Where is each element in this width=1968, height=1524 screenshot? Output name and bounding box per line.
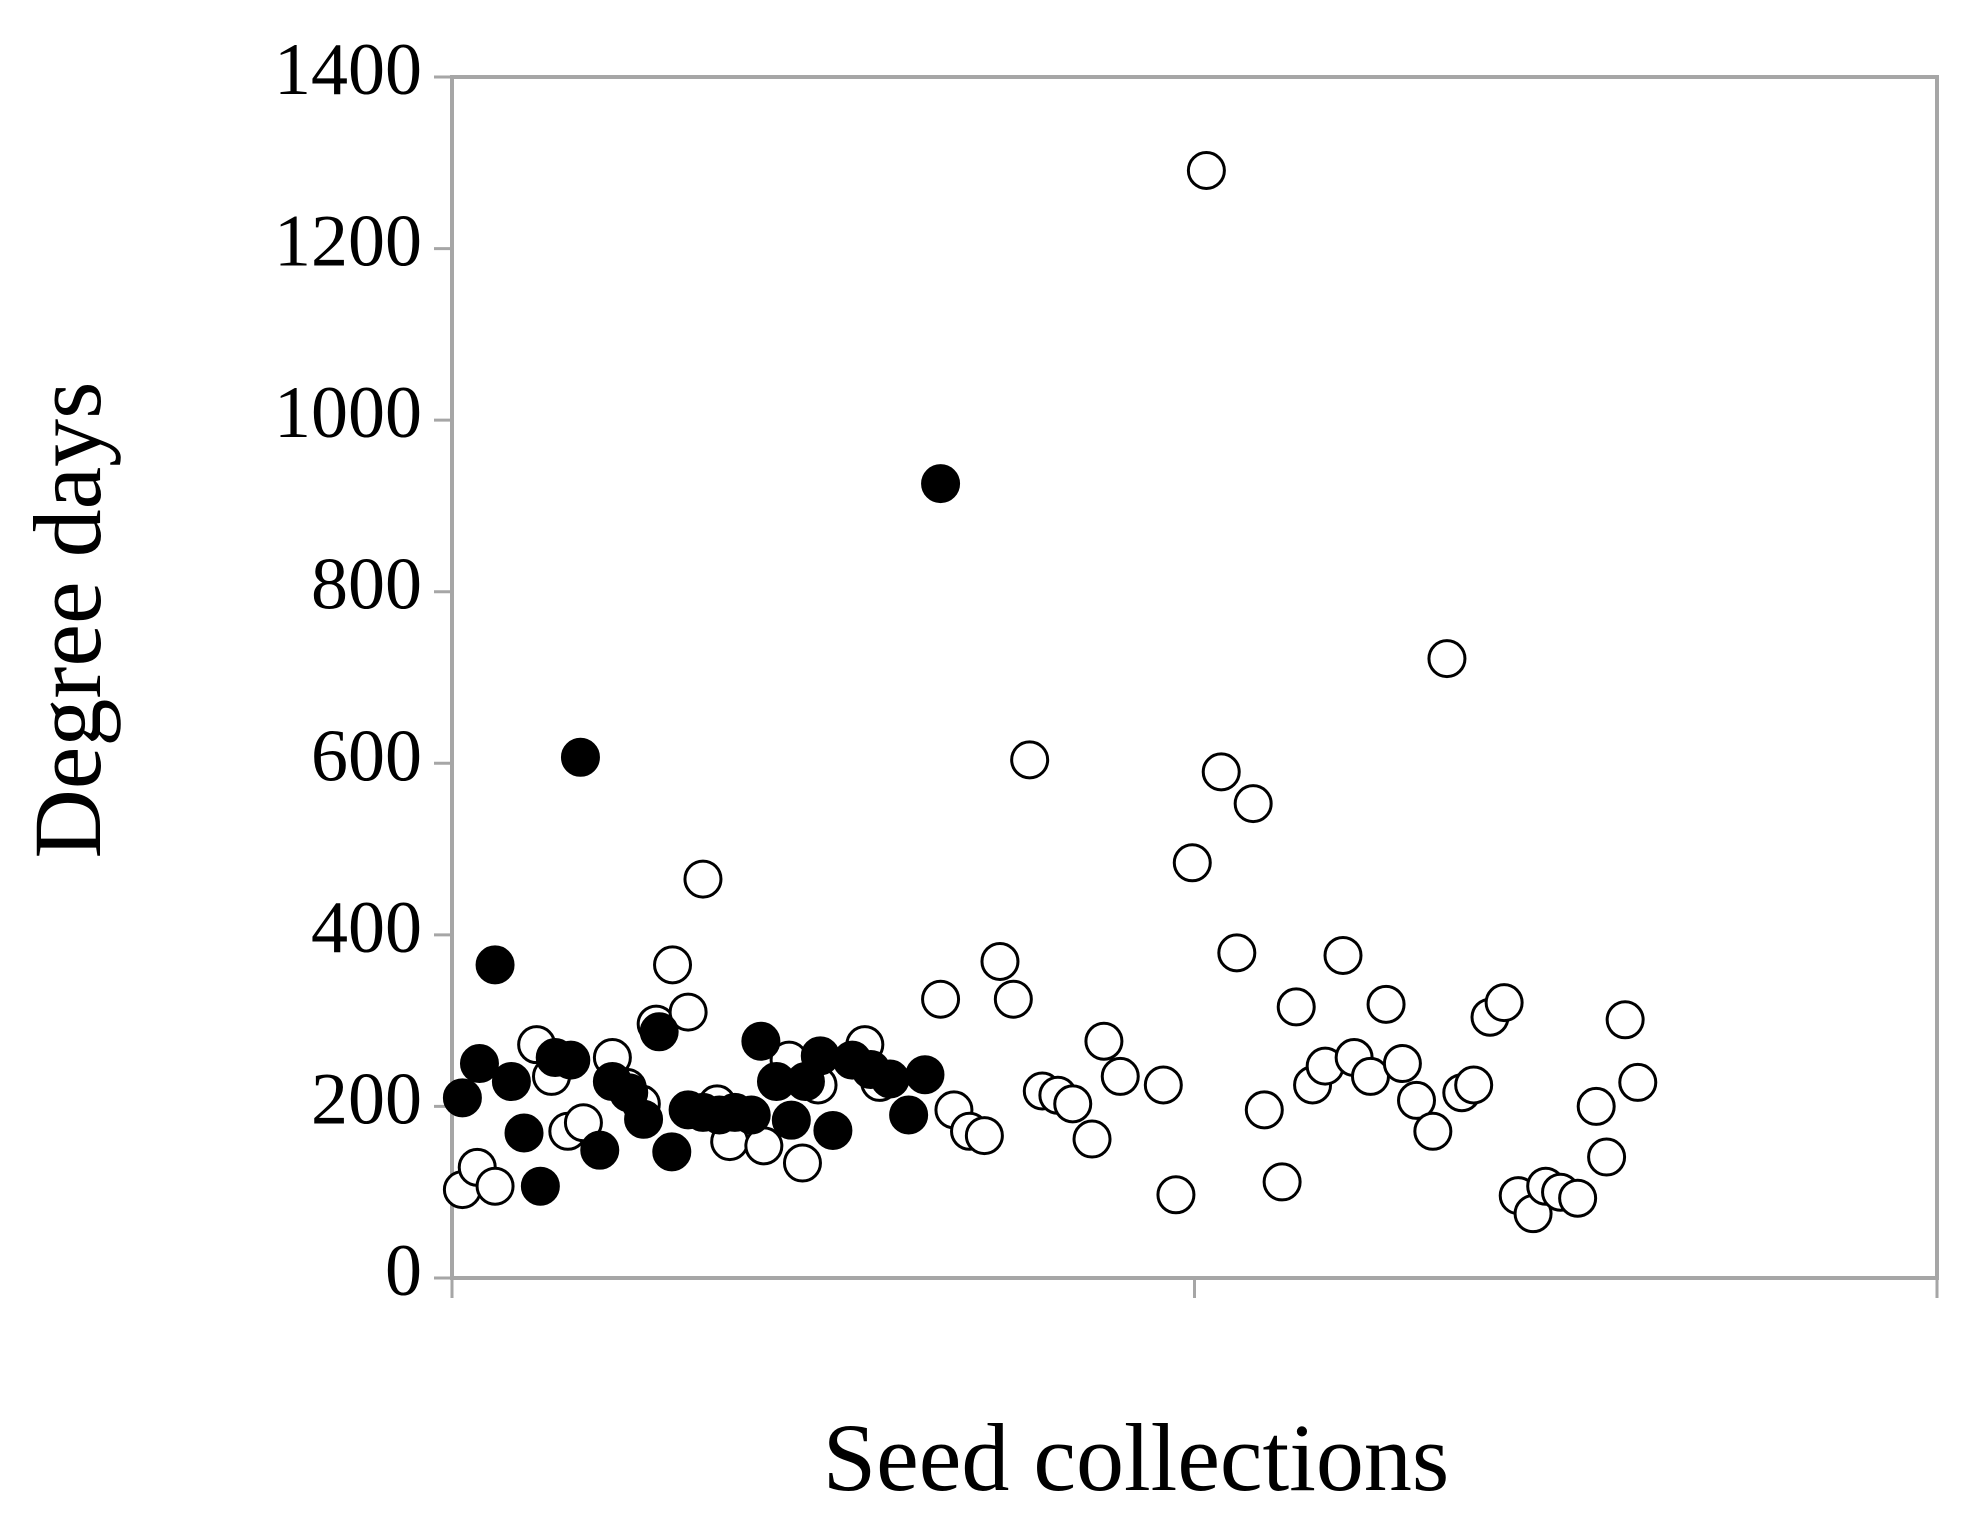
open-point <box>1217 933 1257 973</box>
y-axis-title: Degree days <box>14 381 121 858</box>
filled-point <box>800 1036 840 1076</box>
open-point <box>1323 935 1363 975</box>
open-point <box>1053 1084 1093 1124</box>
filled-point <box>580 1130 620 1170</box>
open-point <box>1072 1119 1112 1159</box>
open-point <box>964 1116 1004 1156</box>
filled-point <box>905 1055 945 1095</box>
filled-point <box>741 1021 781 1061</box>
open-point <box>1576 1086 1616 1126</box>
open-point <box>1233 784 1273 824</box>
open-point <box>683 859 723 899</box>
filled-point <box>921 464 961 504</box>
open-point <box>1010 740 1050 780</box>
open-point <box>980 941 1020 981</box>
filled-point <box>771 1100 811 1140</box>
filled-point <box>459 1044 499 1084</box>
filled-point <box>560 737 600 777</box>
open-point <box>1605 1000 1645 1040</box>
open-point <box>1276 987 1316 1027</box>
filled-point <box>491 1062 531 1102</box>
open-point <box>1143 1065 1183 1105</box>
open-point <box>782 1143 822 1183</box>
filled-point <box>551 1040 591 1080</box>
filled-point <box>504 1113 544 1153</box>
open-point <box>1262 1162 1302 1202</box>
y-tick-label: 1000 <box>274 372 422 454</box>
open-point <box>1618 1062 1658 1102</box>
open-point <box>1587 1137 1627 1177</box>
filled-point <box>652 1132 692 1172</box>
open-point <box>1186 151 1226 191</box>
open-point <box>1172 843 1212 883</box>
filled-point <box>624 1099 664 1139</box>
open-point <box>1382 1044 1422 1084</box>
open-point <box>668 992 708 1032</box>
filled-point <box>731 1095 771 1135</box>
y-tick-label: 200 <box>311 1058 422 1140</box>
open-point <box>993 979 1033 1019</box>
y-tick-label: 0 <box>385 1230 422 1312</box>
y-tick-label: 400 <box>311 887 422 969</box>
open-point <box>1084 1021 1124 1061</box>
open-point <box>1201 752 1241 792</box>
open-point <box>653 945 693 985</box>
open-point <box>1484 983 1524 1023</box>
open-point <box>1366 984 1406 1024</box>
open-point <box>475 1166 515 1206</box>
filled-point <box>442 1078 482 1118</box>
y-tick-label: 1400 <box>274 29 422 111</box>
filled-point <box>813 1110 853 1150</box>
open-point <box>1427 639 1467 679</box>
open-point <box>1558 1178 1598 1218</box>
open-point <box>1100 1056 1140 1096</box>
filled-point <box>520 1166 560 1206</box>
filled-point <box>889 1095 929 1135</box>
open-point <box>1156 1175 1196 1215</box>
y-tick-label: 600 <box>311 715 422 797</box>
open-point <box>1397 1080 1437 1120</box>
open-point <box>921 979 961 1019</box>
open-point <box>1413 1111 1453 1151</box>
x-axis-title: Seed collections <box>823 1404 1449 1511</box>
filled-point <box>870 1059 910 1099</box>
open-point <box>1454 1065 1494 1105</box>
filled-point <box>475 945 515 985</box>
filled-point <box>639 1012 679 1052</box>
y-tick-label: 1200 <box>274 201 422 283</box>
y-tick-label: 800 <box>311 544 422 626</box>
open-point <box>1244 1090 1284 1130</box>
